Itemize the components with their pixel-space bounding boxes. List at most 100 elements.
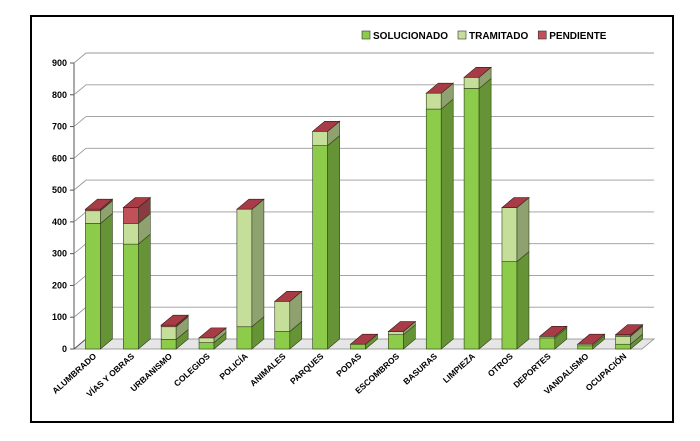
bar-front — [160, 339, 177, 350]
category-label: LIMPIEZA — [441, 351, 477, 385]
bar-top — [425, 82, 455, 94]
bar-side — [440, 98, 454, 350]
bar-front — [312, 131, 328, 146]
gridline — [73, 52, 654, 64]
legend-swatch — [361, 30, 371, 40]
bar-segment — [425, 98, 454, 350]
bar-side — [516, 196, 530, 263]
y-tick-label: 700 — [52, 122, 67, 132]
bar-front — [539, 337, 556, 350]
bar-segment — [85, 200, 113, 225]
bar-segment — [615, 333, 643, 350]
legend-swatch — [457, 30, 467, 40]
y-tick-label: 300 — [52, 249, 67, 259]
category-label: URBANISMO — [128, 351, 174, 394]
y-tick-label: 100 — [52, 312, 67, 322]
y-tick-label: 800 — [52, 90, 67, 100]
legend-label: TRAMITADO — [469, 31, 528, 42]
bar-top — [273, 291, 303, 302]
bar-segment — [501, 250, 530, 350]
bar-segment — [312, 120, 340, 147]
category-label: PARQUES — [288, 351, 326, 386]
bar-side — [138, 233, 151, 350]
bar-top — [160, 314, 189, 326]
bar-front — [85, 210, 101, 224]
gridline — [73, 116, 654, 127]
chart-walls — [72, 63, 656, 350]
bar-front — [615, 335, 631, 345]
bar-segment — [274, 320, 303, 350]
bar-side — [478, 77, 492, 350]
y-tick-label: 600 — [52, 153, 67, 163]
bar-top — [236, 198, 265, 210]
bar-side — [516, 250, 530, 350]
bar-segment — [85, 212, 113, 350]
legend-label: PENDIENTE — [549, 31, 607, 42]
legend-label: SOLUCIONADO — [373, 31, 448, 42]
gridline — [73, 211, 654, 223]
gridline — [73, 84, 654, 96]
bar-top — [84, 198, 114, 210]
bar-top — [539, 325, 568, 337]
axis-depth-line — [73, 338, 87, 350]
bar-front — [274, 301, 291, 332]
chart-frame: 0 100 200 300 400 500 600 700 800 900 ALUMBRADO VÍ… — [30, 15, 674, 423]
bar-front — [388, 331, 404, 335]
category-label: POLICÍA — [217, 351, 249, 382]
bar-front — [463, 88, 480, 350]
y-axis: 0 100 200 300 400 500 600 700 800 900 — [52, 58, 74, 354]
y-tick-label: 400 — [52, 217, 67, 227]
bar-front — [123, 243, 139, 350]
bar-front — [463, 76, 480, 89]
gridlines — [73, 52, 654, 318]
gridline — [73, 243, 654, 255]
bar-segment — [463, 77, 492, 350]
bar-segment — [425, 82, 454, 110]
bar-front — [577, 345, 594, 350]
bar-side — [100, 212, 113, 350]
bar-front — [85, 223, 101, 350]
category-label: ANIMALES — [248, 351, 288, 388]
bar-front — [425, 92, 442, 110]
category-label: BASURAS — [401, 351, 439, 387]
legend: SOLUCIONADO TRAMITADO PENDIENTE — [361, 30, 607, 42]
bars — [84, 66, 644, 350]
bar-front — [615, 343, 631, 350]
y-tick-label: 200 — [52, 280, 67, 290]
bar-front — [312, 145, 328, 350]
bar-front — [236, 326, 253, 350]
bar-segment — [236, 198, 265, 328]
category-label: OTROS — [486, 351, 515, 379]
gridline — [73, 274, 654, 286]
bar-top — [387, 321, 417, 332]
bar-top — [614, 324, 644, 336]
bar-front — [350, 343, 366, 350]
gridline — [73, 179, 654, 191]
bar-top — [463, 66, 492, 78]
bar-segment — [160, 316, 189, 341]
bar-top — [122, 197, 152, 208]
bar-front — [501, 261, 518, 350]
bar-front — [198, 342, 215, 350]
legend-swatch — [537, 30, 547, 40]
bar-front — [388, 334, 404, 350]
y-tick-label: 900 — [52, 58, 67, 68]
category-label: COLEGIOS — [172, 351, 212, 389]
bar-segment — [123, 233, 151, 350]
bar-front — [160, 326, 177, 340]
bar-front — [198, 337, 215, 343]
bar-chart: 0 100 200 300 400 500 600 700 800 900 ALUMBRADOVÍ… — [50, 30, 656, 399]
bar-top — [576, 333, 606, 345]
gridline — [73, 306, 654, 318]
gridline — [73, 147, 654, 159]
bar-side — [251, 198, 265, 328]
bar-top — [501, 197, 530, 208]
bar-top — [311, 121, 341, 132]
bar-front — [501, 207, 518, 262]
y-tick-label: 500 — [52, 185, 67, 195]
bar-front — [425, 108, 442, 350]
category-label: PODAS — [334, 351, 363, 379]
bar-segment — [312, 134, 340, 350]
bar-side — [327, 134, 340, 350]
